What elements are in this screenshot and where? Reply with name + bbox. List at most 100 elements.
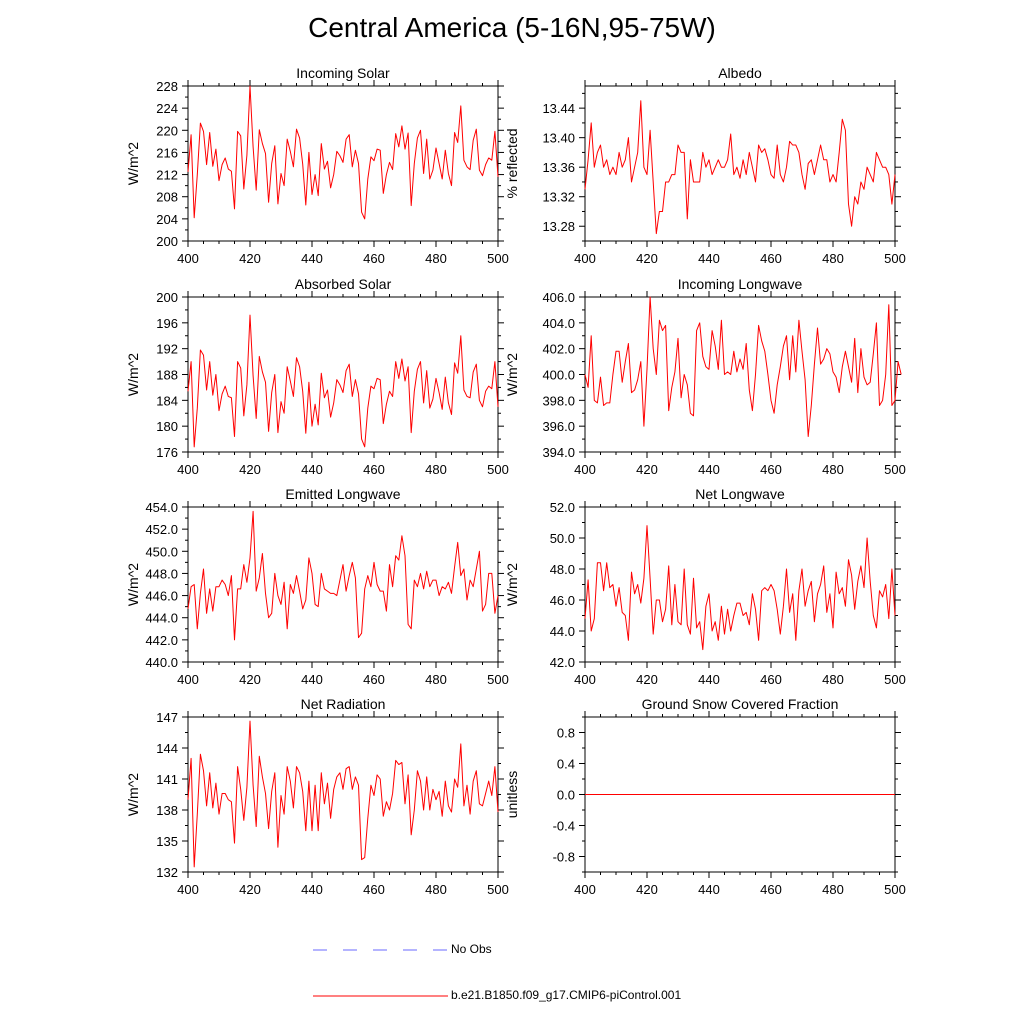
y-tick-label: 46.0	[550, 593, 575, 608]
y-tick-label: 141	[156, 772, 178, 787]
legend-model-label: b.e21.B1850.f09_g17.CMIP6-piControl.001	[451, 988, 682, 1002]
y-tick-label: 13.32	[542, 190, 575, 205]
plot-frame	[584, 85, 896, 242]
x-tick-label: 480	[822, 462, 844, 477]
x-tick-label: 460	[363, 672, 385, 687]
x-tick-label: 460	[363, 251, 385, 266]
y-tick-label: 200	[156, 290, 178, 305]
y-tick-label: 224	[156, 101, 178, 116]
y-tick-label: 200	[156, 234, 178, 249]
panel-absorbed-solar: 400 420 440 460 480 500 176 180 184 188 192 196 200 A…	[125, 276, 509, 477]
y-tick-label: 42.0	[550, 655, 575, 670]
y-tick-label: 0.8	[557, 726, 575, 741]
y-axis-label: W/m^2	[125, 142, 141, 185]
panel-emitted-longwave: 400 420 440 460 480 500 440.0 442.0 444.0 446.0 44…	[125, 486, 509, 687]
x-tick-label: 440	[301, 882, 323, 897]
x-tick-label: 400	[177, 672, 199, 687]
y-axis-label: % reflected	[504, 128, 520, 198]
y-tick-label: 442.0	[145, 633, 178, 648]
figure-title: Central America (5-16N,95-75W)	[308, 12, 716, 43]
x-tick-label: 400	[574, 251, 596, 266]
panel-ground-snow: 400 420 440 460 480 500 -0.8 -0.4 0.0 0.4 0.8 Groun…	[504, 696, 906, 897]
y-tick-label: 13.40	[542, 131, 575, 146]
x-tick-label: 460	[760, 462, 782, 477]
y-tick-label: 0.4	[557, 757, 575, 772]
y-tick-label: 440.0	[145, 655, 178, 670]
x-tick-label: 440	[698, 882, 720, 897]
x-tick-label: 480	[425, 251, 447, 266]
x-tick-label: 500	[884, 462, 906, 477]
panel-incoming-solar: 400 420 440 460 480 500 200 204 208 212 216 220 224 2…	[125, 65, 509, 266]
series-line	[187, 85, 499, 220]
y-tick-label: 13.28	[542, 219, 575, 234]
x-tick-label: 440	[301, 462, 323, 477]
x-tick-label: 420	[636, 251, 658, 266]
series-line	[584, 100, 896, 235]
x-tick-label: 460	[760, 251, 782, 266]
x-tick-label: 440	[301, 251, 323, 266]
y-tick-label: 52.0	[550, 500, 575, 515]
plot-frame	[187, 85, 499, 242]
x-tick-label: 400	[574, 882, 596, 897]
plot-frame	[187, 296, 499, 453]
y-tick-label: 394.0	[542, 445, 575, 460]
x-tick-label: 460	[363, 882, 385, 897]
y-tick-label: 208	[156, 190, 178, 205]
x-tick-label: 420	[239, 251, 261, 266]
panel-net-radiation: 400 420 440 460 480 500 132 135 138 141 144 147 Net …	[125, 696, 509, 897]
y-tick-label: 184	[156, 393, 178, 408]
y-axis-label: W/m^2	[125, 353, 141, 396]
x-tick-label: 420	[239, 462, 261, 477]
y-tick-label: 448.0	[145, 566, 178, 581]
panel-title: Incoming Longwave	[678, 276, 803, 292]
y-tick-label: 0.0	[557, 788, 575, 803]
x-tick-label: 480	[822, 672, 844, 687]
y-tick-label: 452.0	[145, 522, 178, 537]
x-tick-label: 440	[698, 251, 720, 266]
x-tick-label: 440	[698, 462, 720, 477]
x-tick-label: 500	[884, 251, 906, 266]
series-line	[187, 314, 499, 448]
y-tick-label: 13.44	[542, 101, 575, 116]
panel-net-longwave: 400 420 440 460 480 500 42.0 44.0 46.0 48.0 50.0 52…	[504, 486, 906, 687]
x-tick-label: 460	[760, 882, 782, 897]
x-tick-label: 480	[425, 672, 447, 687]
y-tick-label: 406.0	[542, 290, 575, 305]
plot-frame	[187, 506, 499, 663]
x-tick-label: 400	[177, 251, 199, 266]
x-tick-label: 440	[698, 672, 720, 687]
y-tick-label: 138	[156, 803, 178, 818]
y-tick-label: 402.0	[542, 342, 575, 357]
y-tick-label: 180	[156, 419, 178, 434]
x-tick-label: 440	[301, 672, 323, 687]
y-axis-label: W/m^2	[125, 563, 141, 606]
x-tick-label: 400	[574, 672, 596, 687]
x-tick-label: 460	[760, 672, 782, 687]
panel-albedo: 400 420 440 460 480 500 13.28 13.32 13.36 13.40 13…	[504, 65, 906, 266]
panel-title: Albedo	[718, 65, 762, 81]
y-tick-label: 446.0	[145, 589, 178, 604]
series-line	[187, 720, 499, 868]
x-tick-label: 500	[487, 672, 509, 687]
panel-title: Emitted Longwave	[285, 486, 400, 502]
y-tick-label: 204	[156, 212, 178, 227]
y-tick-label: 444.0	[145, 611, 178, 626]
panel-title: Ground Snow Covered Fraction	[642, 696, 839, 712]
x-tick-label: 500	[487, 251, 509, 266]
y-tick-label: 188	[156, 368, 178, 383]
x-tick-label: 420	[239, 882, 261, 897]
x-tick-label: 420	[636, 462, 658, 477]
y-tick-label: 398.0	[542, 393, 575, 408]
y-tick-label: 132	[156, 865, 178, 880]
y-axis-label: unitless	[504, 771, 520, 818]
x-tick-label: 460	[363, 462, 385, 477]
panel-title: Net Radiation	[301, 696, 386, 712]
y-tick-label: 404.0	[542, 316, 575, 331]
y-tick-label: 216	[156, 145, 178, 160]
x-tick-label: 400	[177, 462, 199, 477]
plot-frame	[584, 296, 896, 453]
y-tick-label: 147	[156, 710, 178, 725]
x-tick-label: 480	[425, 882, 447, 897]
panel-title: Incoming Solar	[296, 65, 390, 81]
x-tick-label: 500	[884, 672, 906, 687]
